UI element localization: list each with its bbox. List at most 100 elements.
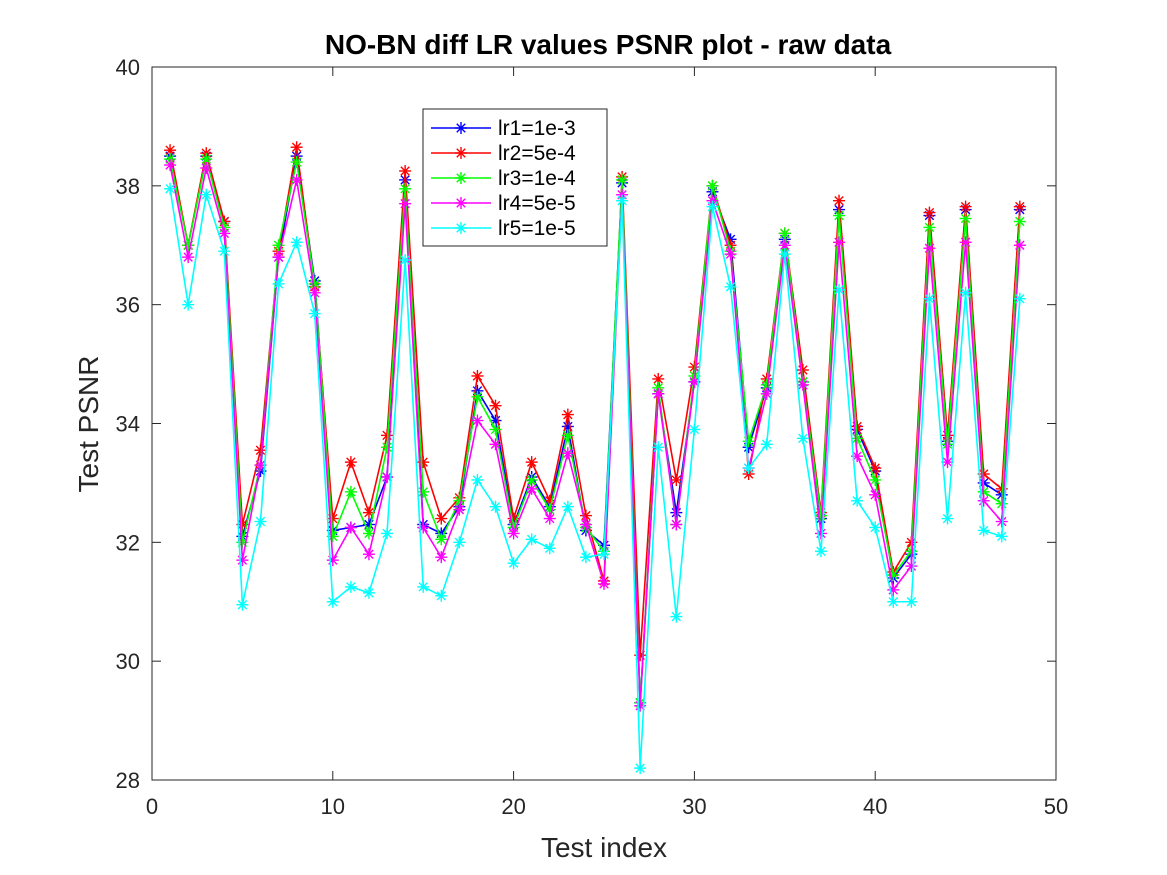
data-point [453,536,466,549]
x-tick-label: 40 [863,794,887,819]
x-tick-label: 20 [501,794,525,819]
data-point [796,378,809,391]
series-line [169,164,1021,706]
data-point [1013,215,1026,228]
data-point [616,173,629,186]
data-point [471,369,484,382]
data-point [164,159,177,172]
data-point [760,387,773,400]
data-point [200,162,213,175]
data-point [670,610,683,623]
data-point [489,438,502,451]
data-point [869,521,882,534]
y-axis-label: Test PSNR [73,356,104,493]
data-point [579,551,592,564]
data-point [471,390,484,403]
data-point [869,462,882,475]
data-point [561,408,574,421]
data-point [525,533,538,546]
data-point [164,182,177,195]
data-point [724,280,737,293]
data-point [706,179,719,192]
y-tick-label: 40 [116,55,140,80]
y-tick-label: 36 [116,293,140,318]
series-layer [164,141,1026,775]
data-point [435,589,448,602]
data-point [344,521,357,534]
data-point [1013,239,1026,252]
data-point [182,251,195,264]
legend-marker [455,122,467,134]
data-point [688,423,701,436]
data-point [796,364,809,377]
legend-item: lr2=5e-4 [431,142,576,165]
legend-item: lr3=1e-4 [431,167,576,190]
data-point [1013,292,1026,305]
data-point [833,209,846,222]
data-point [923,292,936,305]
legend-marker [455,197,467,209]
data-point [724,248,737,261]
x-tick-label: 50 [1044,794,1068,819]
legend-item: lr4=5e-5 [431,192,576,215]
legend-item: lr5=1e-5 [431,217,576,240]
data-point [507,527,520,540]
data-point [598,548,610,561]
data-point [290,156,303,169]
legend-label: lr2=5e-4 [498,142,576,165]
data-point [923,221,936,234]
data-point [381,441,394,454]
data-point [561,500,574,513]
data-point [489,399,502,412]
data-point [670,473,683,486]
data-point [905,560,918,573]
data-point [760,438,773,451]
legend-label: lr4=5e-5 [498,192,576,215]
data-point [995,515,1008,528]
data-point [959,236,972,249]
data-point [851,494,864,507]
data-point [236,598,249,611]
legend-label: lr3=1e-4 [498,167,576,190]
x-axis-label: Test index [541,832,667,863]
data-point [598,577,610,590]
data-point [290,141,303,154]
data-point [399,164,412,177]
data-point [579,518,592,531]
data-point [417,485,430,498]
data-point [959,200,972,213]
data-point [742,435,755,448]
data-point [869,473,882,486]
y-tick-label: 34 [116,412,140,437]
data-point [272,251,285,264]
data-point [507,557,520,570]
data-point [652,441,665,454]
data-point [308,286,321,299]
x-tick-label: 30 [682,794,706,819]
legend-marker [455,172,467,184]
y-tick-label: 32 [116,530,140,555]
data-point [1013,200,1026,213]
data-point [670,506,683,519]
data-point [778,227,791,240]
legend-label: lr1=1e-3 [498,117,576,140]
data-point [362,586,375,599]
y-tick-label: 38 [116,174,140,199]
data-point [941,512,954,525]
data-point [543,512,556,525]
data-point [977,494,990,507]
data-point [254,459,267,472]
data-point [778,248,791,261]
data-point [381,527,394,540]
data-point [236,554,249,567]
series-5 [164,182,1026,775]
data-point [561,429,574,442]
data-point [399,254,412,267]
data-point [525,482,538,495]
legend-marker [455,222,467,234]
data-point [995,497,1008,510]
data-point [489,423,502,436]
data-point [561,447,574,460]
data-point [435,533,448,546]
